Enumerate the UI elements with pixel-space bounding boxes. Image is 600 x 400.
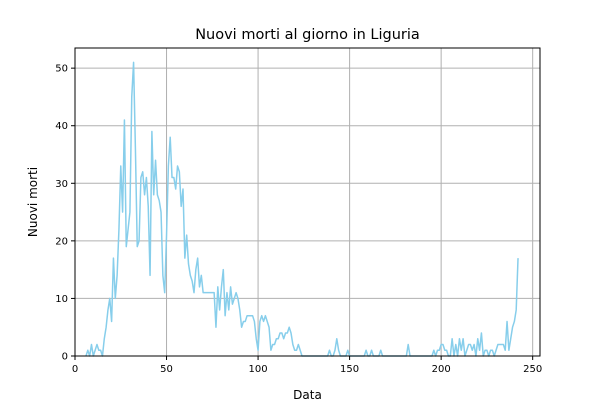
y-axis-label: Nuovi morti: [26, 167, 40, 237]
x-tick-label: 200: [432, 364, 451, 375]
tick-layer: 0 50 100 150 200 250 0 10 20 30 40 50: [55, 64, 542, 375]
y-tick-label: 40: [55, 121, 68, 132]
x-tick-label: 0: [72, 364, 78, 375]
chart-title: Nuovi morti al giorno in Liguria: [195, 27, 420, 43]
y-tick-label: 30: [55, 179, 68, 190]
x-tick-label: 50: [160, 364, 173, 375]
y-tick-label: 50: [55, 64, 68, 75]
series-line: [85, 61, 519, 357]
x-tick-label: 250: [523, 364, 542, 375]
plot-frame: [74, 47, 541, 357]
x-tick-label: 100: [249, 364, 268, 375]
x-tick-label: 150: [340, 364, 359, 375]
y-tick-label: 10: [55, 294, 68, 305]
x-axis-label: Data: [293, 388, 322, 400]
grid-layer: [74, 48, 540, 357]
y-tick-label: 20: [55, 236, 68, 247]
series-layer: [85, 61, 519, 357]
y-tick-label: 0: [62, 352, 68, 363]
